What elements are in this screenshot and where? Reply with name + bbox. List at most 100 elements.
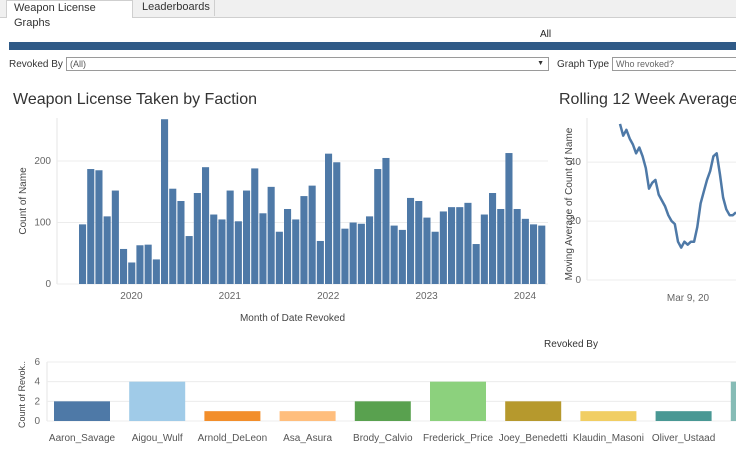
y-tick-label: 4 [34,377,40,388]
bar [144,244,152,284]
bar [87,169,95,284]
bar [161,119,169,284]
bar [259,213,267,284]
bar [202,167,210,284]
graph-type-value: Who revoked? [616,59,675,69]
bar [390,225,398,284]
bar [464,202,472,284]
slider-value-label: All [540,29,552,40]
x-tick-label: Aigou_Wulf [132,433,183,444]
bar [423,217,431,284]
bar [489,193,497,284]
bar [349,222,357,284]
y-axis-title: Moving Average of Count of Name [564,127,575,280]
bar [251,168,259,284]
bar [497,208,505,284]
bar [308,185,316,284]
bar [430,381,486,421]
bar [448,207,456,284]
y-axis-title: Count of Revok.. [17,361,27,428]
x-tick-label: 2023 [415,291,438,302]
y-tick-label: 0 [45,279,51,290]
bar [267,186,275,284]
x-tick-label: Mar 9, 20 [667,293,710,304]
faction-chart-title: Weapon License Taken by Faction [13,91,258,108]
range-slider-track[interactable] [9,42,736,50]
bar [513,208,521,284]
bar [472,244,480,284]
bar [234,221,242,284]
bar [275,231,283,284]
chevron-down-icon: ▼ [537,60,544,67]
x-tick-label: Asa_Asura [283,433,332,444]
x-tick-label: 2024 [514,291,537,302]
bar [357,223,365,284]
bar [325,153,333,284]
bar [538,225,546,284]
x-axis-title: Month of Date Revoked [240,313,345,324]
faction-bar-chart: 0 100 200 2020 2021 2022 2023 2024 Month of Date… [18,118,548,324]
bar [79,224,87,284]
tab-weapon-license-graphs[interactable]: Weapon License Graphs [6,0,133,29]
x-tick-label: Klaudin_Masoni [573,433,644,444]
bar [431,231,439,284]
bar [439,211,447,284]
x-tick-label: Frederick_Price [423,433,493,444]
bar [152,259,160,284]
graph-type-dropdown[interactable]: Who revoked? [612,57,736,71]
bar [580,411,637,421]
bar [292,219,300,284]
bar [185,236,193,284]
bar [398,229,406,284]
bar [95,170,103,284]
bar [111,190,119,284]
bar [136,245,144,284]
revoked-by-value: (All) [70,59,86,69]
bar [316,240,324,284]
bar [226,190,234,284]
bar [193,193,201,284]
x-tick-label: 2022 [317,291,340,302]
bar [456,207,464,284]
x-tick-label: Joey_Benedetti [499,433,568,444]
bar [382,157,390,284]
y-tick-label: 100 [34,218,51,229]
bar [204,411,261,421]
bar [218,219,226,284]
tab-bar: Weapon License Graphs Leaderboards [0,0,736,29]
x-tick-label: Oliver_Ustaad [652,433,715,444]
y-tick-label: 20 [570,216,582,227]
bar [300,196,308,284]
rolling-average-chart: 0 20 40 Mar 9, 20 Moving Average of Count of… [564,118,736,304]
x-tick-label: 2020 [120,291,143,302]
y-tick-label: 6 [34,357,40,368]
x-tick-label: 2021 [219,291,242,302]
bar [505,153,513,284]
bar [655,411,712,421]
bar [103,216,111,284]
bar [169,188,177,284]
bar [415,201,423,284]
bar [54,401,110,421]
bar [243,190,251,284]
bar [480,214,488,284]
bar [505,401,562,421]
revoked-by-label: Revoked By [9,59,63,70]
y-tick-label: 0 [575,275,581,286]
graph-type-label: Graph Type [557,59,610,70]
bar [366,216,374,284]
y-tick-label: 200 [34,156,51,167]
y-tick-label: 2 [34,396,40,407]
x-tick-label: Arnold_DeLeon [198,433,268,444]
y-tick-label: 0 [34,416,40,427]
series-line [618,123,736,249]
bar [129,381,186,421]
revoked-by-dropdown[interactable]: (All) ▼ [66,57,549,71]
x-tick-label: Aaron_Savage [49,433,116,444]
bar [210,214,218,284]
bar [407,197,415,284]
tab-leaderboards[interactable]: Leaderboards [135,0,215,16]
bar [279,411,336,421]
bar [521,218,529,284]
rolling-chart-title: Rolling 12 Week Average [559,91,736,108]
